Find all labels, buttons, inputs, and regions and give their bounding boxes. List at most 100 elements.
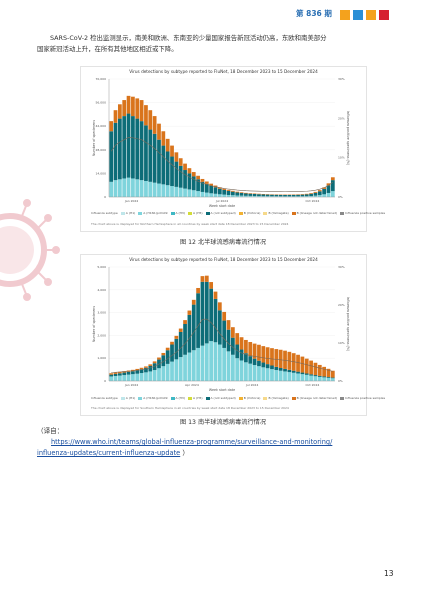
bar-segment (144, 366, 148, 368)
legend-swatch (340, 211, 345, 215)
bar-segment (148, 365, 153, 372)
legend-label: A (H5) (193, 396, 203, 400)
bar-segment (178, 328, 183, 332)
bar-segment (322, 377, 327, 381)
bar-segment (183, 324, 187, 355)
y-tick-label: 42,000 (96, 124, 107, 128)
y-tick-label: 4,000 (97, 288, 106, 292)
bar-segment (287, 194, 292, 197)
legend-swatch (205, 211, 210, 215)
bar-segment (148, 129, 153, 182)
bar-segment (135, 368, 140, 371)
bar-segment (278, 196, 283, 197)
source-link-part-2[interactable]: influenza-updates/current-influenza-upda… (37, 449, 181, 457)
source-link-part-1[interactable]: https://www.who.int/teams/global-influen… (51, 438, 333, 446)
y-right-tick-label: 20% (338, 116, 345, 120)
bar-segment (222, 311, 227, 321)
bar-segment (126, 374, 131, 381)
paragraph-line-1: SARS-CoV-2 检出监测显示，南美和欧洲、东南亚的少量国家报告新冠活动仍高… (50, 34, 327, 42)
bar-segment (174, 152, 179, 162)
bar-segment (257, 360, 261, 367)
bar-segment (165, 185, 170, 197)
y-tick-label: 1,000 (97, 356, 106, 360)
bar-segment (144, 367, 148, 373)
bar-segment (222, 347, 227, 381)
bar-segment (244, 193, 248, 196)
legend-swatch (120, 396, 125, 400)
bar-segment (278, 370, 283, 381)
bar-segment (196, 287, 200, 294)
legend-swatch (263, 396, 268, 400)
bar-segment (152, 361, 157, 364)
legend-swatch (340, 396, 345, 400)
bar-segment (239, 349, 244, 361)
figure-12-chart: Virus detections by subtype reported to … (80, 66, 385, 232)
legend-swatch (238, 211, 243, 215)
bar-segment (326, 377, 331, 381)
bar-segment (291, 372, 296, 381)
bar-segment (265, 196, 270, 197)
legend-title: Influenza subtype (91, 211, 118, 215)
bar-segment (122, 100, 127, 117)
bar-segment (161, 355, 166, 367)
bar-segment (113, 110, 118, 123)
bar-segment (226, 329, 231, 352)
bar-segment (144, 180, 148, 197)
bar-segment (326, 185, 331, 193)
chart-12-svg: 0 14,000 28,000 42,000 56,000 70,000 Jan 2024 J… (92, 77, 350, 208)
bar-segment (283, 194, 287, 197)
bar-segment (317, 195, 322, 197)
bar-segment (226, 190, 231, 195)
bar-segment (178, 187, 183, 197)
bar-segment (135, 118, 140, 180)
bar-segment (213, 193, 218, 197)
bar-segment (278, 349, 283, 368)
bar-segment (322, 187, 327, 189)
bar-segment (152, 182, 157, 197)
bar-segment (148, 364, 153, 366)
bar-segment (204, 343, 209, 381)
bar-segment (317, 376, 322, 381)
bar-segment (283, 371, 287, 381)
x-axis-label: Week start date (209, 204, 235, 208)
y-tick-label: 3,000 (97, 311, 106, 315)
bar-segment (170, 344, 174, 362)
bar-segment (235, 195, 240, 197)
legend-label: A (H1) (125, 396, 136, 400)
bar-segment (239, 337, 244, 350)
y-right-axis-label: Influenza positive specimens (%) (346, 297, 350, 352)
bar-segment (291, 370, 296, 373)
bar-segment (257, 344, 261, 361)
bar-segment (326, 377, 331, 378)
bar-segment (126, 371, 131, 375)
bar-segment (313, 195, 318, 197)
bar-segment (139, 180, 144, 197)
chart-legend: Influenza subtype A (H1) A (H1N1)pdm09 A (H… (91, 396, 385, 400)
legend-label: B (Yamagata) (268, 211, 289, 215)
bar-segment (239, 192, 244, 196)
bar-segment (252, 193, 257, 194)
bar-segment (213, 298, 218, 343)
legend-label: B (lineage not determined) (296, 396, 338, 400)
bar-segment (244, 339, 248, 354)
bar-segment (209, 185, 214, 194)
bar-segment (117, 375, 122, 381)
bar-segment (122, 372, 127, 376)
bar-segment (304, 374, 309, 381)
bar-segment (178, 331, 183, 358)
bar-segment (135, 373, 140, 381)
bar-segment (178, 165, 183, 188)
bar-segment (204, 281, 209, 344)
bar-segment (239, 195, 244, 197)
bar-segment (217, 310, 222, 345)
bar-segment (274, 349, 279, 367)
bar-segment (313, 192, 318, 196)
bar-segment (300, 372, 305, 375)
bar-segment (252, 193, 257, 196)
bar-segment (191, 304, 196, 351)
bar-segment (196, 347, 200, 381)
bar-segment (274, 366, 279, 371)
bar-segment (317, 190, 322, 192)
bar-segment (113, 373, 118, 376)
bar-segment (296, 194, 300, 197)
